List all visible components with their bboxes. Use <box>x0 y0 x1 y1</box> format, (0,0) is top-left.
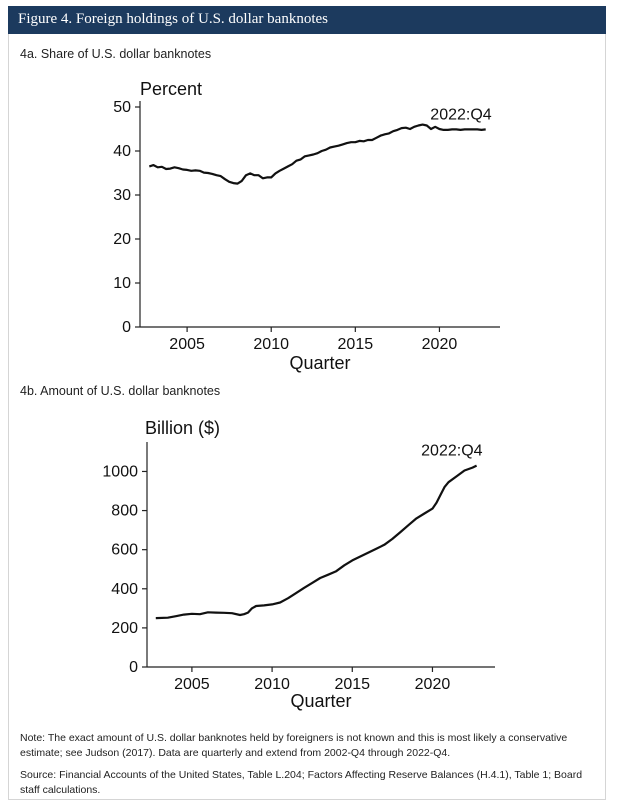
y-tick-label: 30 <box>113 187 131 204</box>
panel-b-title: 4b. Amount of U.S. dollar banknotes <box>20 384 221 398</box>
x-axis-title: Quarter <box>290 691 351 711</box>
series-line <box>148 123 486 185</box>
y-tick-label: 600 <box>111 542 138 559</box>
source-text: Source: Financial Accounts of the United… <box>20 769 583 796</box>
y-tick-label: 0 <box>129 659 138 676</box>
series-line <box>155 464 478 620</box>
y-axis-title: Percent <box>140 79 202 99</box>
y-tick-label: 1000 <box>102 463 138 480</box>
y-tick-label: 20 <box>113 231 131 248</box>
y-tick-label: 400 <box>111 581 138 598</box>
x-tick-label: 2020 <box>422 336 458 353</box>
x-tick-label: 2015 <box>334 676 370 693</box>
x-tick-label: 2010 <box>254 676 290 693</box>
x-tick-label: 2020 <box>415 676 451 693</box>
y-tick-label: 40 <box>113 143 131 160</box>
y-tick-label: 0 <box>122 319 131 336</box>
share-chart: 0 10 20 30 40 50 2005 2010 2015 2020 Percent Quarte… <box>113 79 500 373</box>
amount-chart: 0 200 400 600 800 1000 2005 2010 2015 2020 Billion… <box>102 418 495 711</box>
y-tick-label: 200 <box>111 620 138 637</box>
note-text: Note: The exact amount of U.S. dollar ba… <box>20 732 568 759</box>
x-axis-title: Quarter <box>289 353 350 373</box>
x-tick-label: 2005 <box>169 336 205 353</box>
panel-a-title: 4a. Share of U.S. dollar banknotes <box>20 47 212 61</box>
y-tick-label: 800 <box>111 503 138 520</box>
y-tick-label: 10 <box>113 275 131 292</box>
x-tick-label: 2015 <box>338 336 374 353</box>
end-annotation: 2022:Q4 <box>421 443 482 460</box>
x-tick-label: 2010 <box>253 336 289 353</box>
end-annotation: 2022:Q4 <box>430 106 491 123</box>
figure-title: Figure 4. Foreign holdings of U.S. dolla… <box>8 6 606 34</box>
y-tick-label: 50 <box>113 99 131 116</box>
y-axis-title: Billion ($) <box>145 418 220 438</box>
x-tick-label: 2005 <box>174 676 210 693</box>
